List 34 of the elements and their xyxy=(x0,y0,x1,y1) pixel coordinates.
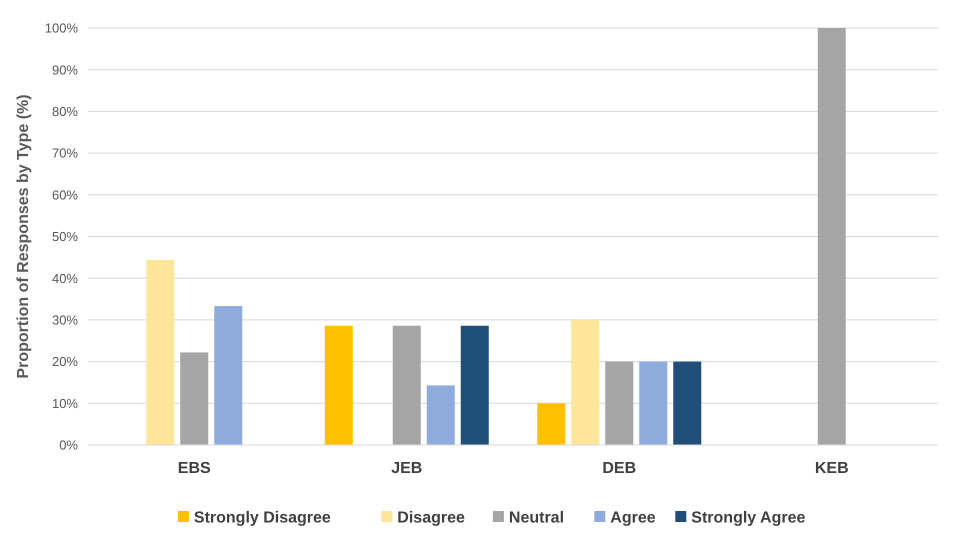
x-tick-label: DEB xyxy=(602,460,636,477)
y-tick-label: 30% xyxy=(52,312,78,328)
bar xyxy=(214,306,242,445)
legend-label: Strongly Disagree xyxy=(194,510,331,527)
bar xyxy=(324,326,353,445)
y-tick-label: 100% xyxy=(44,20,78,36)
bar xyxy=(571,320,600,445)
y-tick-label: 10% xyxy=(52,396,78,411)
y-tick-label: 20% xyxy=(52,354,78,370)
y-tick-label: 70% xyxy=(52,146,78,161)
y-tick-label: 90% xyxy=(52,62,78,78)
x-tick-label: JEB xyxy=(391,460,422,477)
legend-label: Disagree xyxy=(397,510,465,527)
bar xyxy=(605,362,634,445)
bar xyxy=(146,260,174,445)
y-tick-label: 80% xyxy=(52,104,78,119)
legend-label: Strongly Agree xyxy=(691,510,806,527)
bar xyxy=(392,326,421,445)
bar xyxy=(818,28,846,445)
x-tick-label: EBS xyxy=(178,460,212,477)
legend-label: Neutral xyxy=(508,510,564,527)
x-tick-label: KEB xyxy=(814,460,849,477)
y-tick-label: 60% xyxy=(52,187,78,202)
bar xyxy=(639,362,668,445)
y-tick-label: 40% xyxy=(52,270,78,286)
bar xyxy=(673,362,702,445)
y-tick-label: 50% xyxy=(52,229,78,244)
bar xyxy=(537,403,566,445)
bar xyxy=(426,385,455,445)
y-tick-label: 0% xyxy=(59,438,78,453)
legend-label: Agree xyxy=(610,510,656,527)
bar xyxy=(180,352,208,445)
bar xyxy=(460,326,489,445)
y-axis-title: Proportion of Responses by Type (%) xyxy=(15,94,32,379)
